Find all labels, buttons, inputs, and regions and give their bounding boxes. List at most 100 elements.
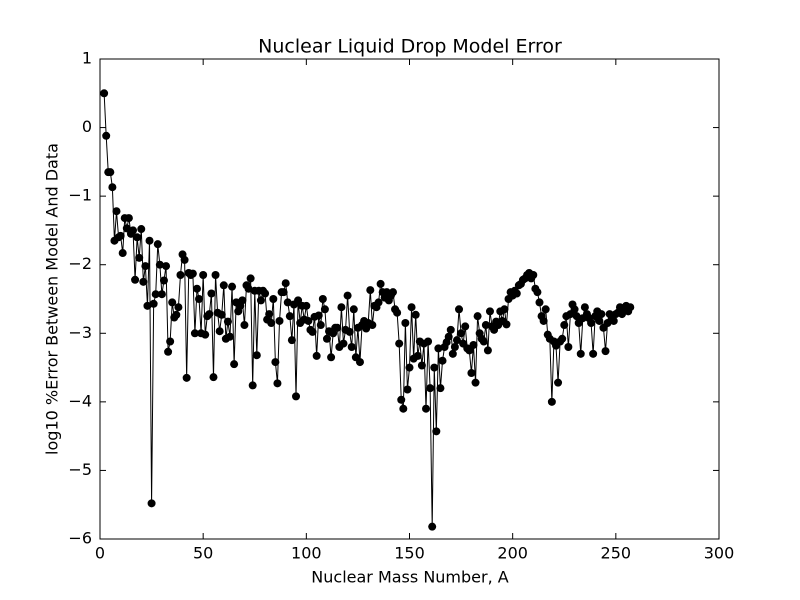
y-tick-label: 1: [82, 49, 92, 68]
data-point: [180, 255, 189, 264]
data-point: [217, 310, 226, 319]
data-point: [430, 363, 439, 372]
data-point: [168, 298, 177, 307]
data-point: [320, 305, 329, 314]
data-point: [147, 499, 156, 508]
data-point: [529, 271, 538, 279]
data-point: [244, 284, 253, 293]
data-point: [182, 373, 191, 382]
data-point: [399, 404, 408, 413]
data-point: [397, 395, 406, 404]
data-point: [560, 321, 569, 330]
data-point: [333, 323, 342, 332]
data-point: [174, 303, 183, 312]
y-tick-label: −2: [68, 254, 92, 273]
data-point: [275, 316, 284, 325]
data-point: [388, 288, 397, 297]
data-point: [469, 340, 478, 349]
data-point: [345, 327, 354, 336]
data-point: [485, 307, 494, 316]
data-point: [483, 346, 492, 355]
data-point: [166, 337, 175, 346]
data-point: [479, 337, 488, 346]
data-point: [209, 373, 218, 382]
data-point: [265, 310, 274, 319]
x-tick-label: 200: [497, 544, 528, 563]
plot-frame: [99, 58, 720, 540]
data-point: [580, 303, 589, 312]
data-point: [308, 327, 317, 336]
data-point: [589, 349, 598, 358]
data-point: [337, 303, 346, 312]
data-point: [413, 351, 422, 360]
data-point: [159, 276, 168, 285]
data-point: [228, 282, 237, 291]
data-point: [502, 320, 511, 329]
data-point: [626, 303, 635, 312]
data-point: [139, 277, 148, 286]
data-point: [271, 358, 280, 367]
data-point: [452, 336, 461, 345]
data-point: [576, 349, 585, 358]
data-point: [471, 378, 480, 387]
data-point: [554, 378, 563, 387]
data-point: [133, 233, 142, 242]
y-tick-label: −5: [68, 460, 92, 479]
chart-title: Nuclear Liquid Drop Model Error: [258, 36, 562, 58]
data-point: [269, 295, 278, 303]
data-point: [541, 305, 550, 314]
data-point: [267, 319, 276, 327]
data-point: [601, 347, 610, 356]
data-point: [426, 384, 435, 393]
data-point: [401, 319, 410, 327]
data-point: [587, 319, 596, 327]
data-point: [199, 271, 208, 279]
data-point: [129, 226, 138, 235]
data-point: [424, 337, 433, 346]
data-point: [343, 291, 352, 300]
data-point: [547, 397, 556, 406]
data-point: [172, 310, 181, 319]
data-point: [207, 289, 216, 298]
data-point: [355, 358, 364, 367]
x-tick-label: 100: [291, 544, 322, 563]
data-point: [145, 236, 154, 245]
data-point: [230, 360, 239, 369]
data-point: [535, 298, 544, 307]
data-point: [481, 321, 490, 330]
data-point: [312, 351, 321, 360]
data-point: [570, 305, 579, 314]
data-point: [467, 369, 476, 378]
data-point: [281, 279, 290, 288]
data-point: [149, 299, 158, 308]
x-tick-label: 0: [95, 544, 105, 563]
data-point: [285, 312, 294, 321]
data-point: [137, 225, 146, 234]
data-point: [339, 339, 348, 348]
data-point: [162, 262, 171, 271]
data-point: [164, 347, 173, 356]
data-point: [273, 379, 282, 388]
data-point: [124, 214, 133, 223]
data-point: [316, 321, 325, 330]
data-point: [176, 271, 185, 279]
data-point: [205, 310, 214, 319]
data-point: [116, 231, 125, 240]
data-point: [151, 290, 160, 299]
data-point: [106, 168, 115, 177]
data-point: [223, 317, 232, 326]
data-point: [283, 298, 292, 307]
data-point: [192, 284, 201, 293]
data-point: [135, 253, 144, 262]
data-point: [287, 336, 296, 345]
data-point: [444, 332, 453, 341]
data-point: [256, 296, 265, 305]
data-point: [215, 327, 224, 336]
data-point: [190, 329, 199, 338]
data-point: [279, 288, 288, 297]
data-point: [572, 312, 581, 321]
data-point: [455, 305, 464, 314]
x-tick-label: 50: [193, 544, 213, 563]
